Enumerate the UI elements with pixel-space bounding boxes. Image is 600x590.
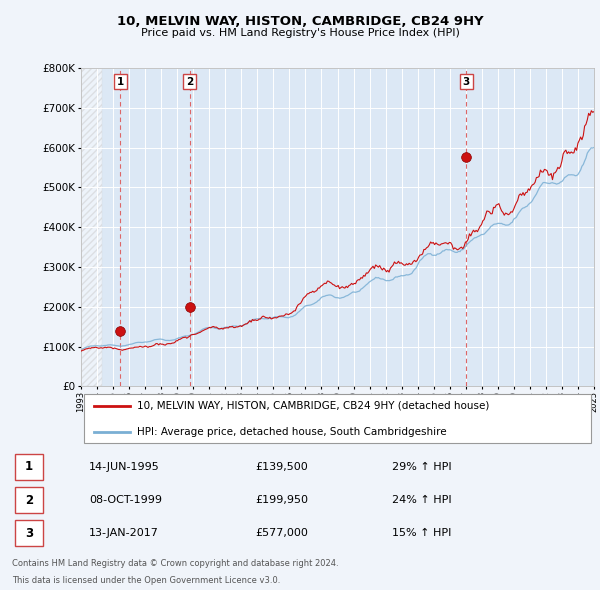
Text: £139,500: £139,500 bbox=[256, 462, 308, 472]
Text: 2: 2 bbox=[186, 77, 193, 87]
FancyBboxPatch shape bbox=[15, 454, 43, 480]
Text: 1: 1 bbox=[25, 460, 33, 474]
Text: 15% ↑ HPI: 15% ↑ HPI bbox=[392, 528, 451, 538]
Text: 13-JAN-2017: 13-JAN-2017 bbox=[89, 528, 159, 538]
Text: £199,950: £199,950 bbox=[256, 495, 308, 505]
Text: 10, MELVIN WAY, HISTON, CAMBRIDGE, CB24 9HY (detached house): 10, MELVIN WAY, HISTON, CAMBRIDGE, CB24 … bbox=[137, 401, 490, 411]
Text: 24% ↑ HPI: 24% ↑ HPI bbox=[392, 495, 452, 505]
Text: 2: 2 bbox=[25, 493, 33, 507]
Text: 1: 1 bbox=[116, 77, 124, 87]
FancyBboxPatch shape bbox=[15, 520, 43, 546]
Text: Price paid vs. HM Land Registry's House Price Index (HPI): Price paid vs. HM Land Registry's House … bbox=[140, 28, 460, 38]
FancyBboxPatch shape bbox=[15, 487, 43, 513]
Text: 3: 3 bbox=[25, 526, 33, 540]
Text: 29% ↑ HPI: 29% ↑ HPI bbox=[392, 462, 452, 472]
Text: 14-JUN-1995: 14-JUN-1995 bbox=[89, 462, 160, 472]
Text: This data is licensed under the Open Government Licence v3.0.: This data is licensed under the Open Gov… bbox=[12, 576, 280, 585]
Text: 10, MELVIN WAY, HISTON, CAMBRIDGE, CB24 9HY: 10, MELVIN WAY, HISTON, CAMBRIDGE, CB24 … bbox=[116, 15, 484, 28]
Text: HPI: Average price, detached house, South Cambridgeshire: HPI: Average price, detached house, Sout… bbox=[137, 427, 447, 437]
FancyBboxPatch shape bbox=[83, 395, 592, 443]
Text: £577,000: £577,000 bbox=[256, 528, 308, 538]
Text: Contains HM Land Registry data © Crown copyright and database right 2024.: Contains HM Land Registry data © Crown c… bbox=[12, 559, 338, 568]
Text: 3: 3 bbox=[463, 77, 470, 87]
Text: 08-OCT-1999: 08-OCT-1999 bbox=[89, 495, 162, 505]
